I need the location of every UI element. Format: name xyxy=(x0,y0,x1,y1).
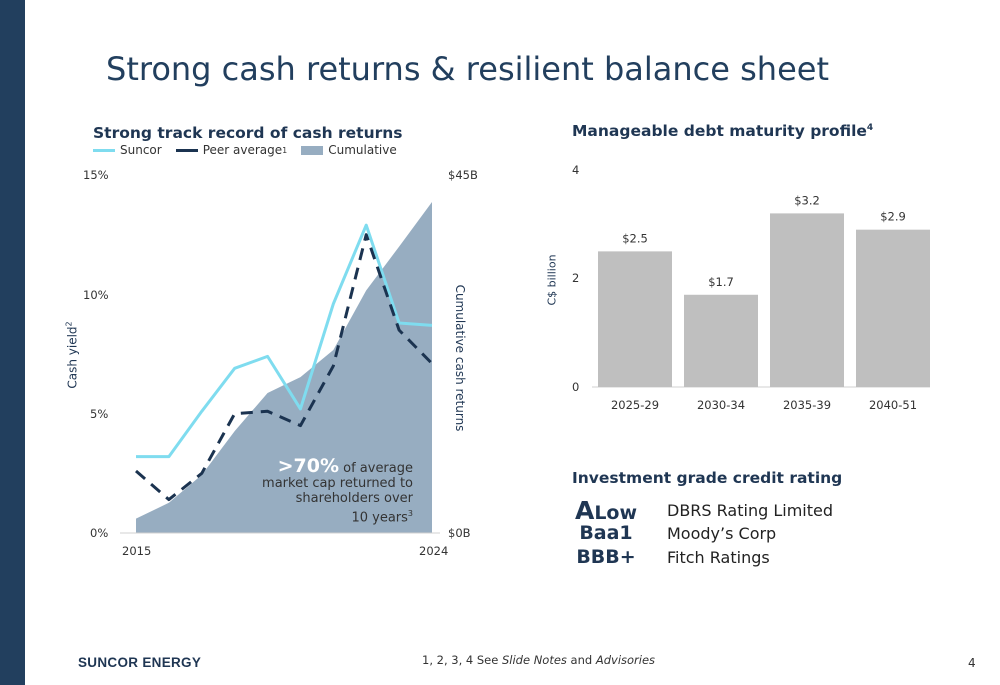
x-tick-2015: 2015 xyxy=(122,544,152,558)
debt-bar xyxy=(856,229,930,387)
debt-bar-label: $2.5 xyxy=(622,231,648,245)
credit-row-dbrs: ALow DBRS Rating Limited xyxy=(573,496,833,525)
footer-advisories: Advisories xyxy=(595,653,656,667)
side-bar xyxy=(0,0,25,685)
callout-line4: 10 years xyxy=(351,510,408,526)
page-title: Strong cash returns & resilient balance … xyxy=(106,50,829,88)
footer-brand-logo: SUNCOR ENERGY xyxy=(78,655,202,670)
agency-dbrs: DBRS Rating Limited xyxy=(667,500,833,520)
debt-bar-label: $1.7 xyxy=(708,275,734,289)
debt-y-tick-0: 0 xyxy=(572,380,580,394)
callout-line3: shareholders over xyxy=(295,491,413,506)
legend-peer-swatch xyxy=(175,148,198,152)
y2-tick-45b: $45B xyxy=(448,168,478,182)
debt-category-label: 2035-39 xyxy=(783,398,831,412)
footer-note-prefix: 1, 2, 3, 4 See xyxy=(422,653,502,667)
legend-cumulative-label: Cumulative xyxy=(328,143,397,157)
suncor-line xyxy=(136,223,433,459)
debt-bar xyxy=(598,251,672,387)
legend-suncor: Suncor xyxy=(93,143,162,157)
callout-line2: market cap returned to xyxy=(262,476,413,491)
cumulative-area xyxy=(136,202,432,533)
footer-note: 1, 2, 3, 4 See Slide Notes and Advisorie… xyxy=(422,653,655,667)
rating-dbrs-rest: Low xyxy=(594,501,638,524)
legend-peer-label: Peer average xyxy=(202,143,283,157)
peer-average-line xyxy=(135,233,434,502)
chart-legend: Suncor Peer average 1 Cumulative xyxy=(93,143,411,157)
legend-cumulative: Cumulative xyxy=(301,143,397,157)
credit-row-fitch: BBB+ Fitch Ratings xyxy=(573,545,770,569)
agency-fitch: Fitch Ratings xyxy=(667,547,770,567)
debt-heading-text: Manageable debt maturity profile xyxy=(572,122,867,140)
y-tick-5: 5% xyxy=(90,407,109,421)
debt-bar-label: $2.9 xyxy=(880,210,906,224)
debt-bar xyxy=(770,213,844,387)
cash-returns-heading: Strong track record of cash returns xyxy=(93,124,403,142)
callout-text: >70% of average market cap returned to s… xyxy=(255,457,413,526)
legend-peer: Peer average 1 xyxy=(175,143,288,157)
rating-fitch: BBB+ xyxy=(576,546,636,568)
debt-bar xyxy=(684,294,758,387)
debt-category-label: 2025-29 xyxy=(611,398,659,412)
debt-category-label: 2040-51 xyxy=(869,398,917,412)
credit-row-moodys: Baa1 Moody’s Corp xyxy=(573,521,776,545)
debt-heading-sup: 4 xyxy=(866,122,874,133)
legend-peer-sup: 1 xyxy=(282,145,288,155)
callout-big: >70% xyxy=(277,455,339,477)
y-tick-0: 0% xyxy=(90,526,109,540)
callout-line1: of average xyxy=(338,461,413,476)
credit-heading: Investment grade credit rating xyxy=(572,469,843,487)
legend-cumulative-swatch xyxy=(301,145,324,155)
agency-moodys: Moody’s Corp xyxy=(667,523,777,543)
debt-bar-label: $3.2 xyxy=(794,193,820,207)
debt-heading: Manageable debt maturity profile4 xyxy=(572,122,873,140)
legend-suncor-label: Suncor xyxy=(120,143,162,157)
rating-dbrs: ALow xyxy=(573,496,639,525)
y-tick-15: 15% xyxy=(83,168,109,182)
callout-sup: 3 xyxy=(407,509,413,518)
debt-category-label: 2030-34 xyxy=(697,398,745,412)
footer-note-mid: and xyxy=(566,653,596,667)
page-number: 4 xyxy=(968,656,976,670)
legend-suncor-swatch xyxy=(93,148,115,152)
x-tick-2024: 2024 xyxy=(419,544,449,558)
debt-y-tick-4: 4 xyxy=(572,163,580,177)
y-tick-10: 10% xyxy=(83,288,109,302)
rating-moodys: Baa1 xyxy=(579,522,633,544)
debt-y-tick-2: 2 xyxy=(572,271,580,285)
footer-slide-notes: Slide Notes xyxy=(501,653,567,667)
y2-tick-0b: $0B xyxy=(448,526,471,540)
rating-dbrs-first: A xyxy=(574,495,595,525)
